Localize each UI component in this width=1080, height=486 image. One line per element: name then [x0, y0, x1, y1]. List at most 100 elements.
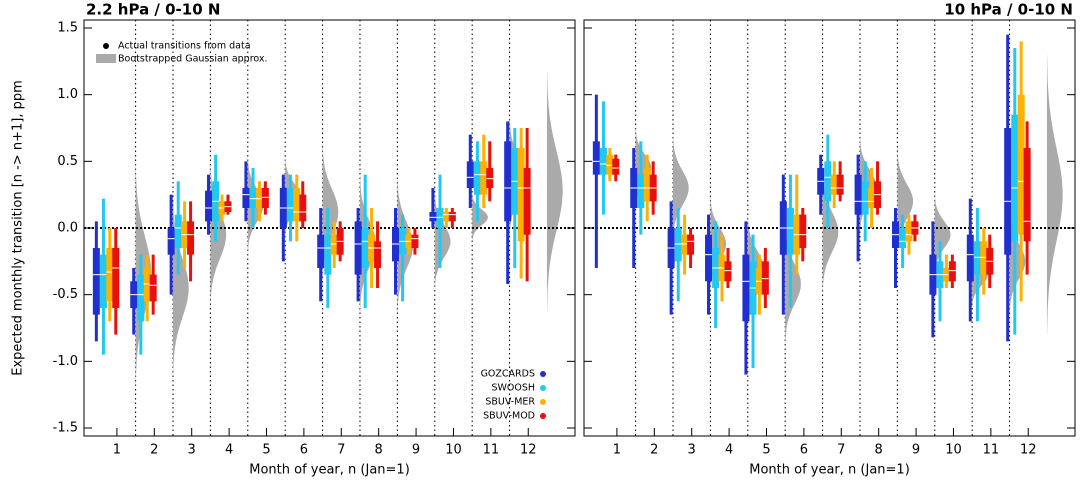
box: [687, 234, 695, 255]
legend-swatch: [96, 54, 116, 63]
box: [293, 188, 301, 222]
gaussian: [472, 193, 488, 242]
box: [523, 168, 531, 235]
gaussian: [546, 70, 563, 311]
box: [836, 174, 844, 195]
legend-dot: [540, 385, 546, 391]
box: [143, 268, 151, 302]
legend-dot: [540, 399, 546, 405]
legend-dot: [540, 371, 546, 377]
box: [448, 212, 456, 222]
box: [905, 221, 913, 242]
box: [473, 161, 481, 195]
box: [786, 208, 794, 255]
box: [705, 234, 713, 282]
box: [1017, 94, 1025, 235]
box: [261, 188, 269, 208]
panel-title: 2.2 hPa / 0-10 N: [86, 1, 220, 19]
legend-label: SBUV-MOD: [483, 411, 535, 422]
box: [517, 148, 525, 242]
box: [92, 248, 100, 315]
box: [167, 228, 175, 255]
x-tick-label: 12: [1020, 443, 1037, 458]
legend-note: Bootstrapped Gaussian approx.: [118, 54, 268, 65]
box: [854, 174, 862, 215]
box: [761, 261, 769, 295]
x-tick-label: 5: [762, 443, 770, 458]
box: [674, 228, 682, 262]
box: [149, 274, 157, 302]
box: [137, 274, 145, 322]
box: [99, 254, 107, 308]
box: [374, 241, 382, 268]
gaussian: [673, 136, 689, 240]
box: [1023, 148, 1031, 242]
x-tick-label: 4: [225, 443, 233, 458]
x-tick-label: 10: [945, 443, 962, 458]
legend-label: SBUV-MER: [485, 397, 535, 408]
box: [106, 248, 114, 302]
x-tick-label: 11: [483, 443, 500, 458]
box: [637, 174, 645, 208]
y-axis-label: Expected monthly transition [n -> n+1], …: [11, 80, 26, 376]
box: [1011, 114, 1019, 242]
x-tick-label: 1: [113, 443, 121, 458]
box: [592, 141, 600, 175]
box: [504, 141, 512, 222]
box: [174, 214, 182, 248]
box: [742, 254, 750, 322]
box: [249, 188, 257, 208]
legend-label: SWOOSH: [491, 383, 535, 394]
box: [973, 241, 981, 275]
x-tick-label: 9: [912, 443, 920, 458]
x-tick-label: 3: [688, 443, 696, 458]
box: [324, 234, 332, 275]
box: [612, 158, 620, 175]
box: [948, 261, 956, 282]
x-tick-label: 4: [725, 443, 733, 458]
box: [242, 188, 250, 208]
y-tick-label: -1.5: [53, 421, 78, 436]
y-tick-label: 0.5: [57, 154, 78, 169]
gaussian: [434, 193, 451, 290]
box: [486, 168, 494, 188]
x-tick-label: 8: [875, 443, 883, 458]
box: [899, 228, 907, 248]
x-tick-label: 2: [650, 443, 658, 458]
legend-note: Actual transitions from data: [118, 41, 251, 52]
box: [480, 161, 488, 195]
legend-dot: [540, 413, 546, 419]
gaussian: [1046, 54, 1063, 335]
box: [436, 208, 444, 228]
x-tick-label: 8: [375, 443, 383, 458]
box: [354, 221, 362, 275]
x-tick-label: 7: [837, 443, 845, 458]
panel-title: 10 hPa / 0-10 N: [944, 1, 1073, 19]
box: [330, 234, 338, 255]
x-tick-label: 7: [337, 443, 345, 458]
x-tick-label: 9: [412, 443, 420, 458]
legend-dot: [103, 43, 109, 49]
box: [112, 248, 120, 308]
box: [724, 261, 732, 282]
box: [429, 212, 437, 222]
box: [830, 174, 838, 195]
box: [317, 234, 325, 268]
x-tick-label: 6: [300, 443, 308, 458]
box: [1004, 128, 1012, 255]
x-tick-label: 12: [520, 443, 537, 458]
y-tick-label: -0.5: [53, 287, 78, 302]
x-tick-label: 5: [262, 443, 270, 458]
x-tick-label: 3: [188, 443, 196, 458]
y-tick-label: -1.0: [53, 354, 78, 369]
box: [824, 161, 832, 202]
box: [361, 228, 369, 268]
legend-label: GOZCARDS: [481, 369, 535, 380]
box: [980, 241, 988, 275]
x-axis-label: Month of year, n (Jan=1): [249, 463, 410, 478]
box: [299, 194, 307, 222]
box: [411, 234, 419, 248]
x-tick-label: 2: [150, 443, 158, 458]
box: [442, 212, 450, 222]
